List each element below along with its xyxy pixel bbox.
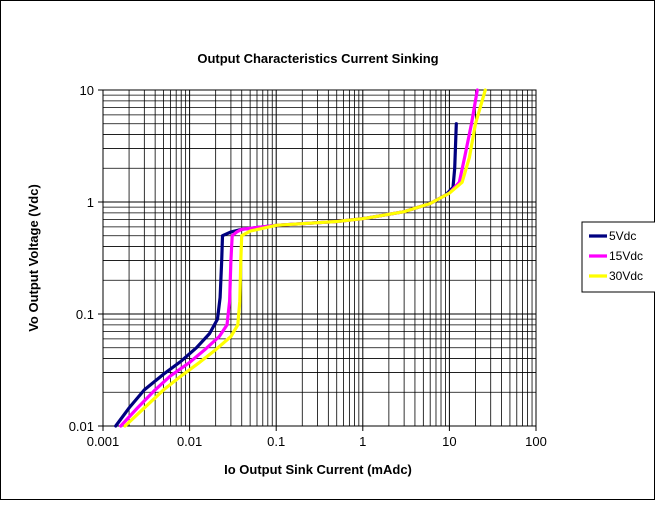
x-axis-ticks: 0.001 0.01 0.1 1 10 100 bbox=[87, 426, 547, 449]
y-tick-label: 0.01 bbox=[69, 419, 94, 434]
legend-label-5vdc: 5Vdc bbox=[609, 229, 636, 243]
plot-area-border bbox=[102, 89, 537, 427]
y-tick-label: 1 bbox=[87, 195, 94, 210]
grid-lines bbox=[103, 90, 536, 426]
series-lines bbox=[114, 88, 487, 428]
legend: 5Vdc 15Vdc 30Vdc bbox=[581, 221, 655, 293]
legend-label-15vdc: 15Vdc bbox=[609, 249, 643, 263]
x-tick-label: 0.01 bbox=[177, 434, 202, 449]
y-axis-ticks: 0.01 0.1 1 10 bbox=[69, 83, 103, 434]
x-tick-label: 0.1 bbox=[267, 434, 285, 449]
x-tick-label: 10 bbox=[442, 434, 456, 449]
x-tick-label: 100 bbox=[525, 434, 547, 449]
series-line-30vdc bbox=[123, 88, 487, 428]
x-tick-label: 0.001 bbox=[87, 434, 120, 449]
legend-label-30vdc: 30Vdc bbox=[609, 269, 643, 283]
y-tick-label: 0.1 bbox=[76, 307, 94, 322]
y-tick-label: 10 bbox=[80, 83, 94, 98]
x-tick-label: 1 bbox=[359, 434, 366, 449]
legend-items: 5Vdc 15Vdc 30Vdc bbox=[589, 229, 643, 283]
chart-title: Output Characteristics Current Sinking bbox=[197, 51, 438, 66]
y-axis-title: Vo Output Voltage (Vdc) bbox=[26, 184, 41, 332]
x-axis-title: Io Output Sink Current (mAdc) bbox=[224, 462, 412, 477]
